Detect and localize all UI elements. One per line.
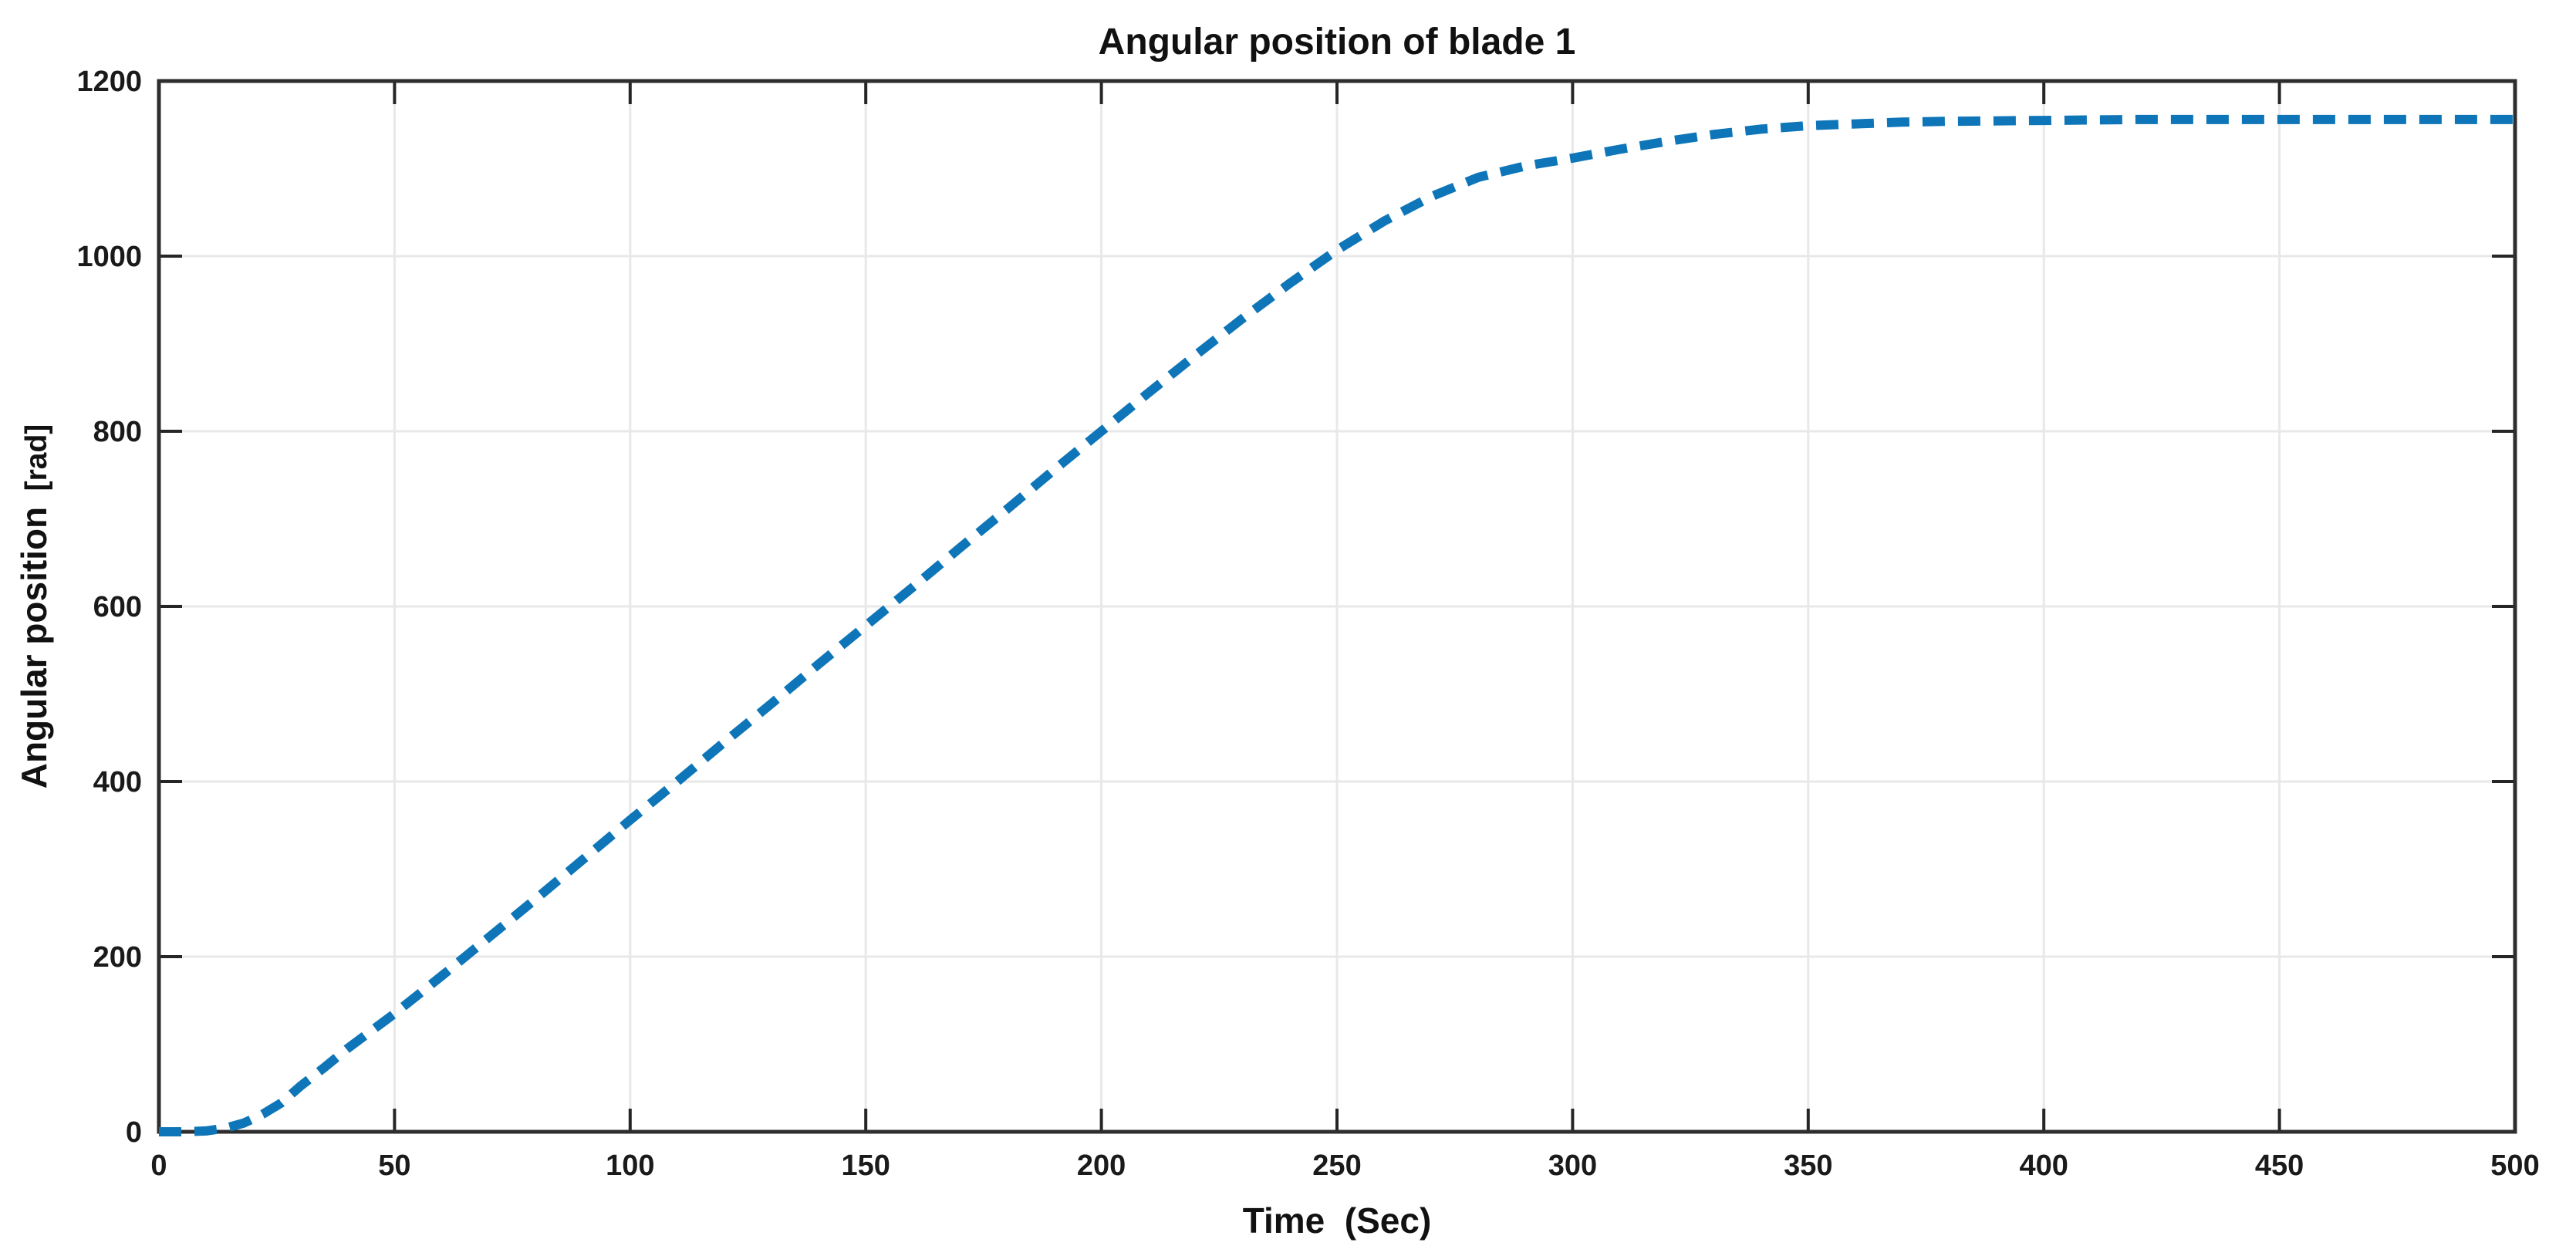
axis-box-and-ticks (157, 79, 2517, 1134)
data-series (159, 114, 2515, 1136)
y-tick-label: 0 (126, 1116, 142, 1149)
y-axis-label: Angular position [rad] (14, 424, 54, 789)
y-tick-label: 400 (93, 766, 142, 799)
x-tick-label: 350 (1784, 1150, 1832, 1182)
y-tick-label: 1000 (76, 241, 142, 273)
axis-box (157, 79, 2517, 1134)
x-axis-label: Time (Sec) (1243, 1200, 1432, 1241)
tick-labels: 0 50 100 150 200 250 300 350 400 450 500 0 200 400 600… (76, 66, 2539, 1182)
x-tick-label: 0 (150, 1150, 167, 1182)
y-tick-label: 600 (93, 591, 142, 623)
series-line-blade-1-angular-position (159, 114, 2515, 1136)
y-axis-label-unit: [rad] (20, 424, 53, 491)
y-tick-label: 1200 (76, 66, 142, 98)
x-tick-label: 450 (2255, 1150, 2304, 1182)
x-tick-label: 150 (841, 1150, 890, 1182)
x-tick-label: 250 (1312, 1150, 1361, 1182)
x-tick-label: 200 (1077, 1150, 1126, 1182)
y-tick-label: 800 (93, 416, 142, 448)
x-tick-label: 400 (2019, 1150, 2068, 1182)
chart-title: Angular position of blade 1 (1099, 22, 1576, 62)
gridlines (159, 81, 2515, 1132)
y-tick-label: 200 (93, 941, 142, 974)
y-axis-label-main: Angular position (14, 507, 54, 788)
x-tick-label: 100 (606, 1150, 654, 1182)
x-tick-label: 500 (2490, 1150, 2539, 1182)
x-tick-label: 50 (378, 1150, 410, 1182)
x-tick-label: 300 (1548, 1150, 1597, 1182)
